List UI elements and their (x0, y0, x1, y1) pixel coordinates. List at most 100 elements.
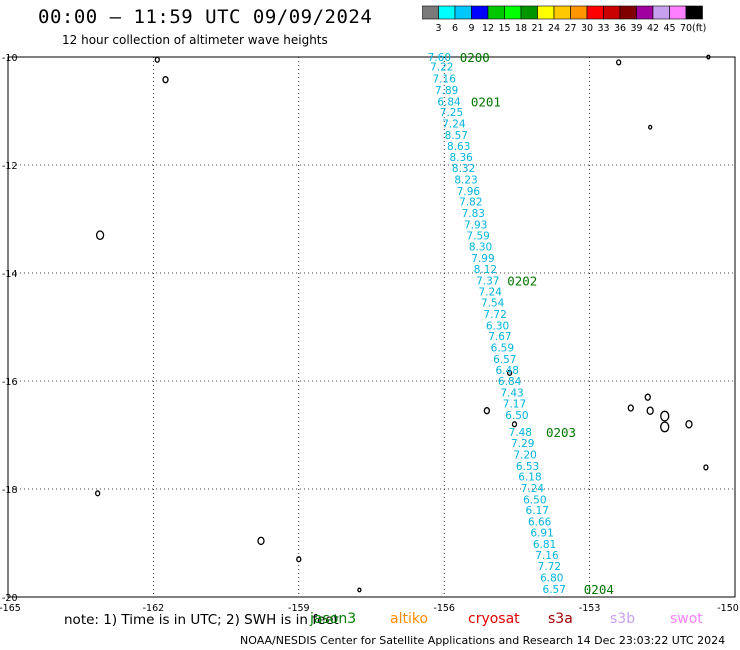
colorbar-tick-label: 70 (680, 23, 692, 34)
swh-track-label: 7.59 (466, 231, 489, 243)
swh-track-label: 7.83 (462, 208, 485, 220)
swh-track-label: 7.24 (479, 286, 503, 298)
swh-track-label: 7.29 (511, 438, 534, 450)
mission-label: s3b (610, 611, 636, 627)
swh-track-label: 8.36 (449, 152, 473, 164)
colorbar-tick-label: 30 (581, 23, 593, 34)
swh-track-label: 7.54 (481, 298, 505, 310)
time-label: 0200 (460, 50, 490, 65)
swh-track-label: 6.84 (498, 376, 522, 388)
time-label: 0203 (546, 425, 576, 440)
longitude-tick-label: -162 (143, 603, 165, 614)
swh-track-label: 6.81 (533, 539, 556, 551)
footnote: note: 1) Time is in UTC; 2) SWH is in fe… (64, 612, 339, 628)
mission-label: altiko (390, 611, 429, 627)
island-outline (154, 56, 160, 63)
colorbar-tick-label: 36 (614, 23, 626, 34)
colorbar-unit: (ft) (692, 23, 706, 34)
swh-track-label: 6.53 (516, 461, 539, 473)
colorbar-tick-label: 3 (435, 23, 441, 34)
page-subtitle: 12 hour collection of altimeter wave hei… (62, 33, 328, 47)
page-title: 00:00 – 11:59 UTC 09/09/2024 (38, 6, 373, 28)
swh-track-label: 7.99 (471, 253, 494, 265)
swh-track-label: 7.72 (538, 561, 561, 573)
swh-track-label: 7.60 (428, 52, 451, 64)
latitude-tick-label: -18 (2, 485, 18, 496)
swh-track-label: 7.48 (509, 427, 532, 439)
mission-label: s3a (548, 611, 573, 627)
colorbar-tick-label: 6 (452, 23, 458, 34)
swh-track-label: 8.30 (469, 242, 492, 254)
latitude-tick-label: -10 (2, 53, 18, 64)
island-outline (95, 230, 105, 241)
latitude-tick-label: -14 (2, 269, 18, 280)
colorbar-tick-label: 42 (647, 23, 659, 34)
island-outline (506, 369, 513, 376)
island-outline (646, 406, 654, 415)
swh-track-label: 7.16 (433, 74, 457, 86)
swh-track-label: 7.89 (435, 85, 458, 97)
island-outline (627, 404, 634, 412)
latitude-tick-label: -12 (2, 161, 18, 172)
swh-track-label: 7.67 (488, 331, 511, 343)
longitude-tick-label: -153 (579, 603, 601, 614)
colorbar-tick-label: 15 (498, 23, 510, 34)
mission-label: cryosat (468, 611, 520, 627)
colorbar-tick-label: 33 (597, 23, 609, 34)
island-outline (644, 393, 651, 401)
swh-track-label: 7.16 (535, 550, 559, 562)
swh-track-label: 7.25 (440, 107, 463, 119)
swh-track-label: 6.59 (491, 343, 514, 355)
swh-track-label: 7.72 (483, 309, 506, 321)
swh-track-label: 6.91 (530, 528, 553, 540)
time-label: 0204 (584, 582, 614, 597)
latitude-tick-label: -16 (2, 377, 18, 388)
island-outline (703, 464, 709, 471)
island-outline (706, 54, 711, 60)
swh-track-label: 7.20 (513, 449, 536, 461)
swh-track-label: 6.30 (486, 320, 509, 332)
island-outline (357, 587, 362, 593)
time-label: 0202 (507, 274, 537, 289)
swh-track-label: 6.57 (543, 584, 566, 596)
swh-track-label: 8.12 (474, 264, 497, 276)
swh-track-label: 6.57 (493, 354, 516, 366)
swh-track-label: 7.22 (430, 62, 453, 74)
swh-track-label: 7.17 (503, 399, 526, 411)
swh-track-label: 6.66 (528, 516, 552, 528)
swh-track-label: 7.24 (442, 118, 466, 130)
colorbar-tick-label: 27 (564, 23, 576, 34)
mission-label: swot (670, 611, 703, 627)
island-outline (95, 490, 101, 497)
swh-track-label: 7.37 (476, 276, 499, 288)
swh-track-label: 8.63 (447, 141, 470, 153)
colorbar-tick-label: 9 (468, 23, 474, 34)
swh-track-label: 7.43 (500, 387, 523, 399)
swh-track-label: 7.96 (457, 186, 481, 198)
island-outline (257, 536, 265, 546)
swh-track-label: 6.80 (540, 573, 563, 585)
colorbar-tick-label: 18 (515, 23, 527, 34)
colorbar-swatch (685, 5, 703, 20)
longitude-tick-label: -156 (433, 603, 455, 614)
island-outline (296, 556, 302, 563)
swh-track-label: 6.17 (526, 505, 549, 517)
swh-track-label: 6.50 (523, 494, 546, 506)
wave-height-map: -165 -162 -159 -156 -153 -150 -10 -12 -14 -16 -18 -… (0, 50, 739, 614)
longitude-tick-label: -150 (717, 603, 739, 614)
island-outline (660, 421, 670, 433)
swh-track-label: 6.18 (518, 472, 541, 484)
swh-track-label: 7.93 (464, 219, 487, 231)
map-frame (7, 56, 736, 598)
swh-track-label: 8.23 (454, 175, 477, 187)
longitude-tick-label: -159 (288, 603, 310, 614)
island-outline (616, 59, 622, 66)
island-outline (648, 124, 653, 130)
colorbar-tick-label: 21 (531, 23, 543, 34)
swh-track-label: 8.57 (445, 130, 468, 142)
island-outline (483, 407, 491, 415)
island-outline (685, 419, 693, 429)
colorbar-tick-label: 45 (663, 23, 675, 34)
island-outline (660, 410, 670, 422)
colorbar-legend: 3 6 9 12 15 18 21 24 27 30 33 36 39 42 45 70 (ft) (422, 5, 706, 34)
